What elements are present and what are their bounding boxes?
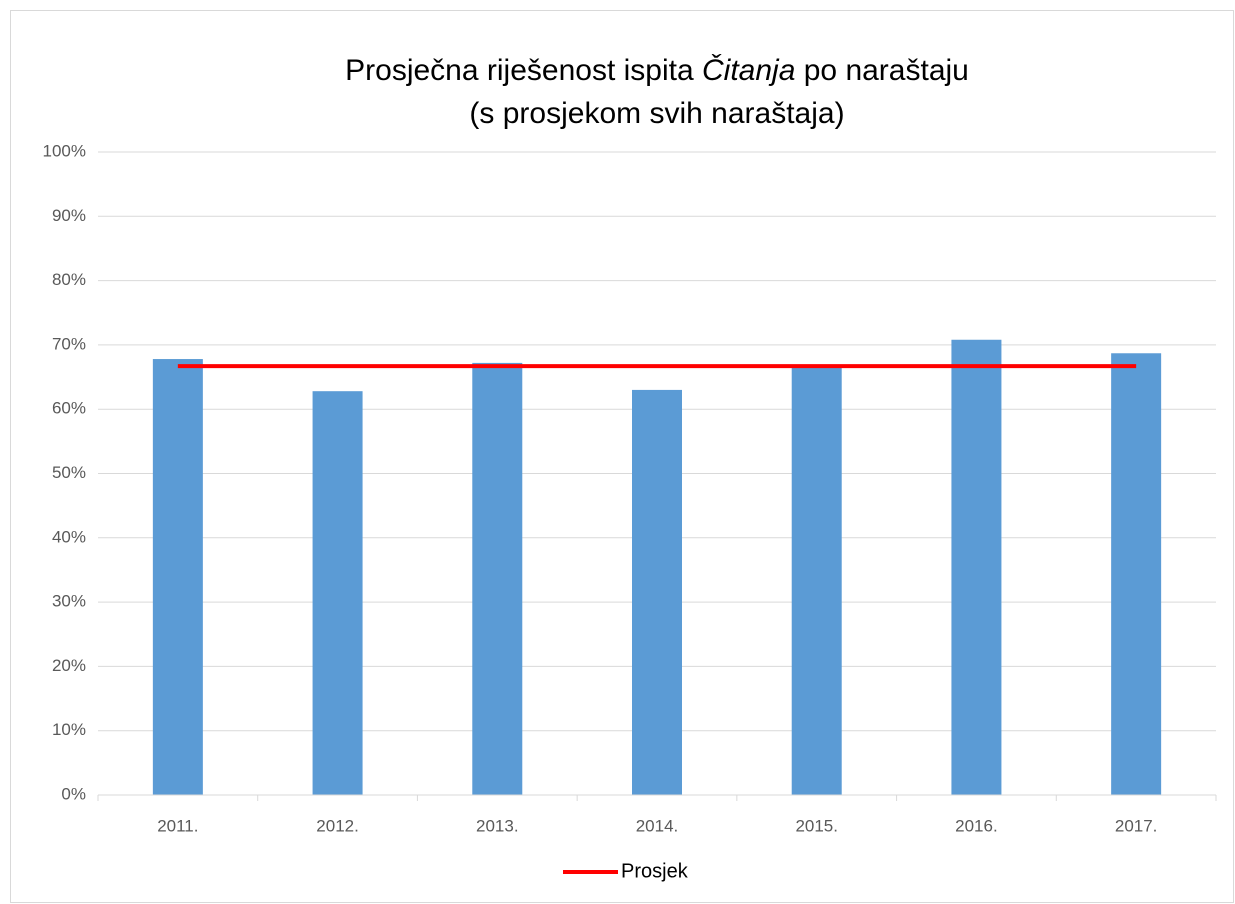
y-tick-label: 70% [52,334,86,353]
bar [1111,353,1162,795]
chart-border [10,10,1234,903]
x-tick-label: 2017. [1115,816,1158,835]
title-part: po naraštaju [804,54,969,87]
bar [632,389,682,795]
y-tick-label: 40% [52,527,86,546]
x-tick-label: 2014. [636,816,679,835]
y-tick-label: 60% [52,399,86,418]
x-tick-label: 2016. [955,816,998,835]
y-tick-label: 90% [52,206,86,225]
chart-subtitle: (s prosjekom svih naraštaja) [469,97,844,130]
title-part: Čitanja [702,53,795,87]
x-tick-label: 2012. [316,816,359,835]
y-tick-label: 30% [52,592,86,611]
x-tick-label: 2013. [476,816,519,835]
y-tick-label: 0% [61,784,86,803]
y-tick-label: 50% [52,463,86,482]
bar [152,359,203,795]
y-tick-label: 80% [52,270,86,289]
y-tick-label: 100% [43,141,86,160]
bar [951,339,1002,795]
legend-label: Prosjek [621,860,689,882]
y-tick-label: 10% [52,720,86,739]
bar [312,391,363,795]
title-part: Prosječna riješenost ispita [345,54,694,87]
x-tick-label: 2015. [795,816,838,835]
bar [791,366,842,795]
y-tick-label: 20% [52,656,86,675]
x-tick-label: 2011. [157,816,198,835]
bar [472,362,523,795]
chart-title: Prosječna riješenost ispita Čitanja po n… [345,53,969,87]
